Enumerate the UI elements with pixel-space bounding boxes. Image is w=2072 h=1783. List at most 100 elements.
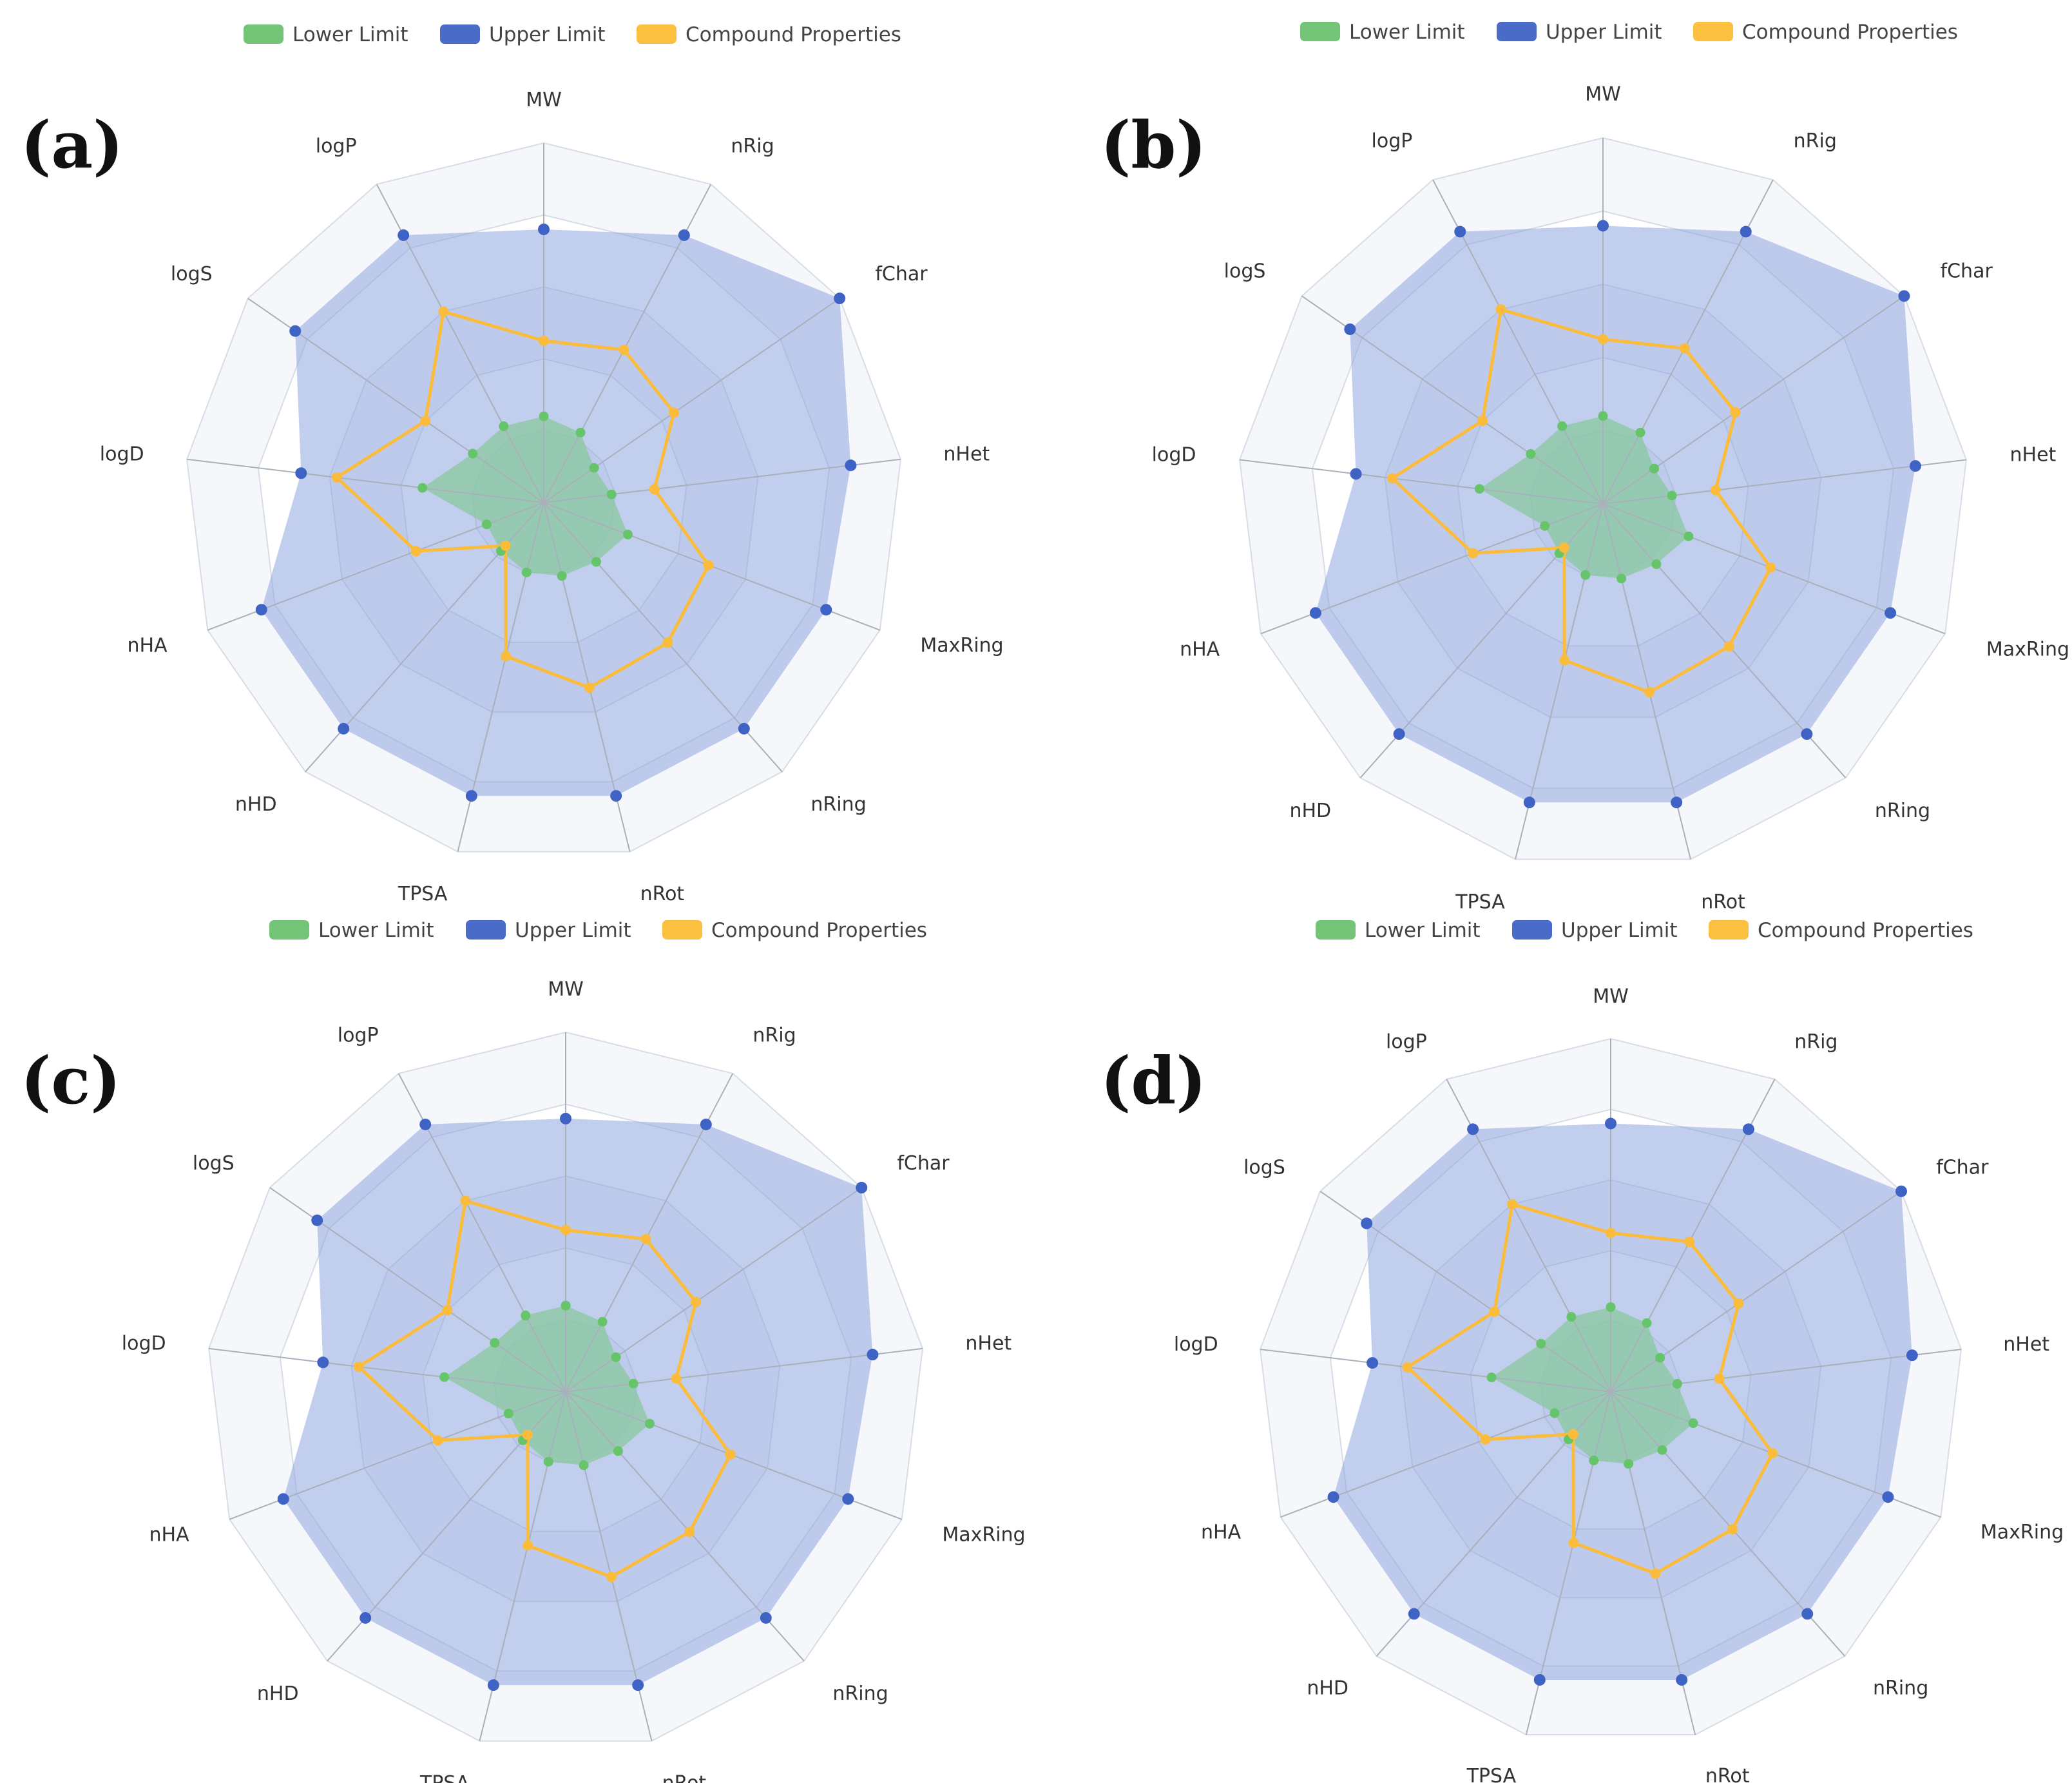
axis-label: logD (1152, 443, 1196, 466)
upper-limit-point (1350, 468, 1362, 480)
upper-limit-point (1533, 1673, 1546, 1686)
lower-limit-point (490, 1338, 500, 1348)
lower-limit-point (439, 1372, 450, 1382)
legend-swatch-lower (244, 24, 283, 44)
upper-limit-point (1408, 1608, 1420, 1620)
compound-point (410, 546, 421, 557)
axis-label: nRig (1794, 1031, 1837, 1054)
upper-limit-point (311, 1214, 323, 1226)
axis-label: nRing (811, 793, 866, 816)
axis-label: logP (338, 1025, 379, 1047)
upper-limit-point (1740, 226, 1752, 238)
legend-swatch-upper (466, 920, 506, 940)
upper-limit-point (1885, 607, 1897, 619)
upper-limit-point (1523, 796, 1535, 809)
compound-point (1650, 1568, 1661, 1579)
legend: Lower Limit Upper Limit Compound Propertie… (1300, 21, 1958, 44)
axis-label: MaxRing (920, 635, 1003, 657)
axis-label: nRot (640, 883, 685, 905)
axis-label: nHD (1289, 800, 1331, 822)
radar-panel-2: Lower Limit Upper Limit Compound Propertie… (1100, 21, 2069, 914)
lower-limit-point (1667, 490, 1677, 501)
legend-label-lower: Lower Limit (293, 23, 408, 46)
lower-limit-point (1526, 449, 1536, 459)
compound-point (691, 1296, 702, 1307)
compound-point (523, 1540, 533, 1551)
lower-limit-point (561, 1300, 571, 1311)
legend-swatch-upper (1497, 22, 1537, 41)
axis-spoke (565, 1347, 923, 1393)
axis-label: nHD (235, 793, 277, 816)
axis-label: fChar (875, 263, 928, 285)
compound-properties-line (1390, 307, 1772, 694)
legend-label-lower: Lower Limit (1349, 21, 1465, 44)
axis-label: nHA (149, 1524, 190, 1547)
axis-label: MaxRing (942, 1524, 1025, 1547)
lower-limit-point (1536, 1338, 1546, 1349)
lower-limit-point (1616, 573, 1627, 584)
compound-point (500, 540, 511, 551)
axis-label: nHD (257, 1682, 299, 1705)
upper-limit-point (398, 229, 410, 241)
legend-swatch-compound (662, 920, 702, 940)
upper-limit-point (317, 1356, 329, 1369)
compound-point (442, 1305, 453, 1316)
compound-point (1727, 1524, 1738, 1535)
compound-point (649, 484, 660, 495)
axis-label: nRot (662, 1772, 707, 1783)
axis-spoke (1602, 459, 1966, 505)
compound-point (1723, 641, 1734, 652)
compound-properties-line (357, 1199, 733, 1579)
axis-label: TPSA (1466, 1765, 1517, 1783)
upper-limit-point (289, 325, 302, 337)
upper-limit-point (1898, 290, 1910, 302)
compound-point (662, 637, 673, 648)
compound-point (1477, 415, 1488, 426)
lower-limit-point (1655, 1353, 1665, 1363)
upper-limit-point (1742, 1123, 1754, 1135)
upper-limit-point (867, 1349, 879, 1361)
compound-point (1386, 473, 1397, 484)
legend-label-compound: Compound Properties (1758, 919, 1973, 942)
compound-properties-line (1405, 1202, 1774, 1576)
axis-label: nRing (1873, 1677, 1928, 1699)
upper-limit-point (820, 604, 832, 616)
axis-label: nRing (832, 1682, 888, 1705)
axis-label: logS (193, 1152, 235, 1175)
lower-limit-point (1672, 1378, 1682, 1389)
upper-limit-point (1367, 1357, 1379, 1369)
axis-label: nHet (965, 1333, 1012, 1355)
legend-label-upper: Upper Limit (489, 23, 606, 46)
compound-point (1598, 334, 1608, 345)
lower-limit-point (579, 1460, 589, 1470)
compound-point (1644, 687, 1655, 698)
compound-point (1606, 1228, 1616, 1238)
compound-point (1559, 543, 1569, 554)
compound-point (1568, 1537, 1579, 1548)
upper-limit-point (338, 722, 350, 735)
lower-limit-point (499, 421, 509, 431)
radar-panel-3: Lower Limit Upper Limit Compound Propertie… (21, 919, 1026, 1783)
compound-point (1568, 1429, 1578, 1440)
lower-limit-point (481, 519, 492, 530)
panel-label: (c) (21, 1043, 121, 1119)
axis-label: nHA (1180, 639, 1220, 661)
compound-properties-line (335, 310, 711, 689)
upper-limit-point (834, 293, 846, 305)
compound-point (1710, 485, 1721, 496)
upper-limit-point (1801, 1608, 1814, 1620)
upper-limit-point (856, 1182, 868, 1194)
compound-point (1714, 1373, 1725, 1384)
upper-limit-point (255, 604, 267, 616)
compound-point (725, 1449, 736, 1460)
compound-point (1767, 1448, 1778, 1459)
upper-limit-point (1882, 1491, 1894, 1503)
compound-point (561, 1224, 571, 1235)
compound-point (501, 651, 512, 662)
axis-spoke (208, 1347, 566, 1393)
axis-label: nHet (2010, 443, 2057, 466)
compound-point (1468, 548, 1479, 559)
axis-label: nHA (128, 635, 168, 657)
axis-spoke (543, 458, 901, 503)
lower-limit-point (606, 489, 617, 499)
